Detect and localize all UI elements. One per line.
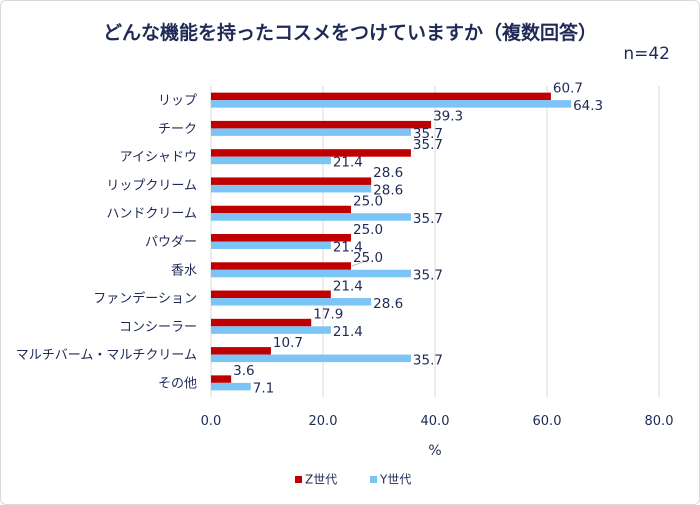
category-label-5: パウダー xyxy=(145,235,197,250)
x-tick-label-2: 40.0 xyxy=(421,414,450,429)
leader-line-6 xyxy=(351,259,370,267)
data-label-y-4: 35.7 xyxy=(413,211,443,227)
chart-title: どんな機能を持ったコスメをつけていますか（複数回答） xyxy=(102,22,597,44)
bar-y-3 xyxy=(211,184,372,193)
bar-z-7 xyxy=(211,290,331,299)
data-label-y-7: 28.6 xyxy=(373,296,403,312)
data-label-y-10: 7.1 xyxy=(253,381,274,397)
bar-z-5 xyxy=(211,234,351,242)
bar-y-2 xyxy=(211,156,331,165)
x-tick-label-4: 80.0 xyxy=(645,414,674,429)
category-label-8: コンシーラー xyxy=(119,320,197,335)
category-label-1: チーク xyxy=(158,122,197,137)
data-label-z-2: 35.7 xyxy=(413,137,443,153)
x-tick-label-0: 0.0 xyxy=(201,414,222,429)
category-label-2: アイシャドウ xyxy=(120,150,197,165)
sample-size: n=42 xyxy=(623,44,670,64)
data-label-z-7: 21.4 xyxy=(333,278,363,294)
bar-y-10 xyxy=(211,382,251,391)
bar-z-3 xyxy=(211,177,372,185)
bar-z-2 xyxy=(211,149,411,157)
bars xyxy=(211,92,572,391)
bar-y-1 xyxy=(211,128,411,136)
category-label-7: ファンデーション xyxy=(93,291,197,307)
bar-y-8 xyxy=(211,326,331,334)
category-label-9: マルチバーム・マルチクリーム xyxy=(16,348,197,363)
bar-z-10 xyxy=(211,375,232,383)
bar-y-4 xyxy=(211,213,411,221)
data-label-y-9: 35.7 xyxy=(413,352,443,368)
bar-y-5 xyxy=(211,241,331,249)
category-label-10: その他 xyxy=(158,376,197,391)
data-label-z-4: 25.0 xyxy=(353,193,383,209)
x-tick-label-3: 60.0 xyxy=(533,414,562,429)
x-tick-labels: 0.0 20.0 40.0 60.0 80.0 xyxy=(201,414,674,429)
bar-y-9 xyxy=(211,354,411,363)
legend-label-y: Y世代 xyxy=(379,473,411,487)
category-labels: リップチークアイシャドウリップクリームハンドクリームパウダー香水ファンデーション… xyxy=(16,94,197,392)
data-label-z-9: 10.7 xyxy=(273,335,303,351)
data-label-z-8: 17.9 xyxy=(313,307,343,323)
data-label-y-3: 28.6 xyxy=(373,183,403,199)
data-label-y-2: 21.4 xyxy=(333,154,363,170)
data-label-y-6: 35.7 xyxy=(413,268,443,284)
bar-z-8 xyxy=(211,318,312,327)
bar-z-9 xyxy=(211,347,271,355)
bar-z-1 xyxy=(211,120,432,129)
bar-y-7 xyxy=(211,298,372,306)
data-label-y-8: 21.4 xyxy=(333,324,363,340)
legend-swatch-z xyxy=(295,476,302,483)
bar-z-0 xyxy=(211,92,551,101)
legend-swatch-y xyxy=(370,476,377,483)
data-label-z-1: 39.3 xyxy=(433,109,463,125)
category-label-3: リップクリーム xyxy=(106,178,197,193)
x-axis-label: % xyxy=(428,443,441,459)
x-tick-label-1: 20.0 xyxy=(309,414,338,429)
legend: Z世代 Y世代 xyxy=(295,473,411,487)
leader-lines xyxy=(351,259,370,267)
bar-y-6 xyxy=(211,269,411,278)
legend-label-z: Z世代 xyxy=(305,473,337,487)
data-label-z-3: 28.6 xyxy=(373,165,403,181)
data-label-z-6: 25.0 xyxy=(353,250,383,266)
category-label-4: ハンドクリーム xyxy=(106,207,197,222)
bar-z-6 xyxy=(211,262,351,270)
data-label-y-5: 21.4 xyxy=(333,239,363,255)
category-label-0: リップ xyxy=(158,94,197,109)
data-label-z-0: 60.7 xyxy=(553,80,583,96)
data-label-y-0: 64.3 xyxy=(573,98,603,114)
bar-y-0 xyxy=(211,100,572,108)
category-label-6: 香水 xyxy=(171,263,197,278)
bar-z-4 xyxy=(211,205,351,214)
data-label-z-10: 3.6 xyxy=(233,363,254,379)
data-labels: 60.764.339.335.735.721.428.628.625.035.7… xyxy=(233,80,603,396)
data-label-z-5: 25.0 xyxy=(353,222,383,238)
data-label-y-1: 35.7 xyxy=(413,126,443,142)
